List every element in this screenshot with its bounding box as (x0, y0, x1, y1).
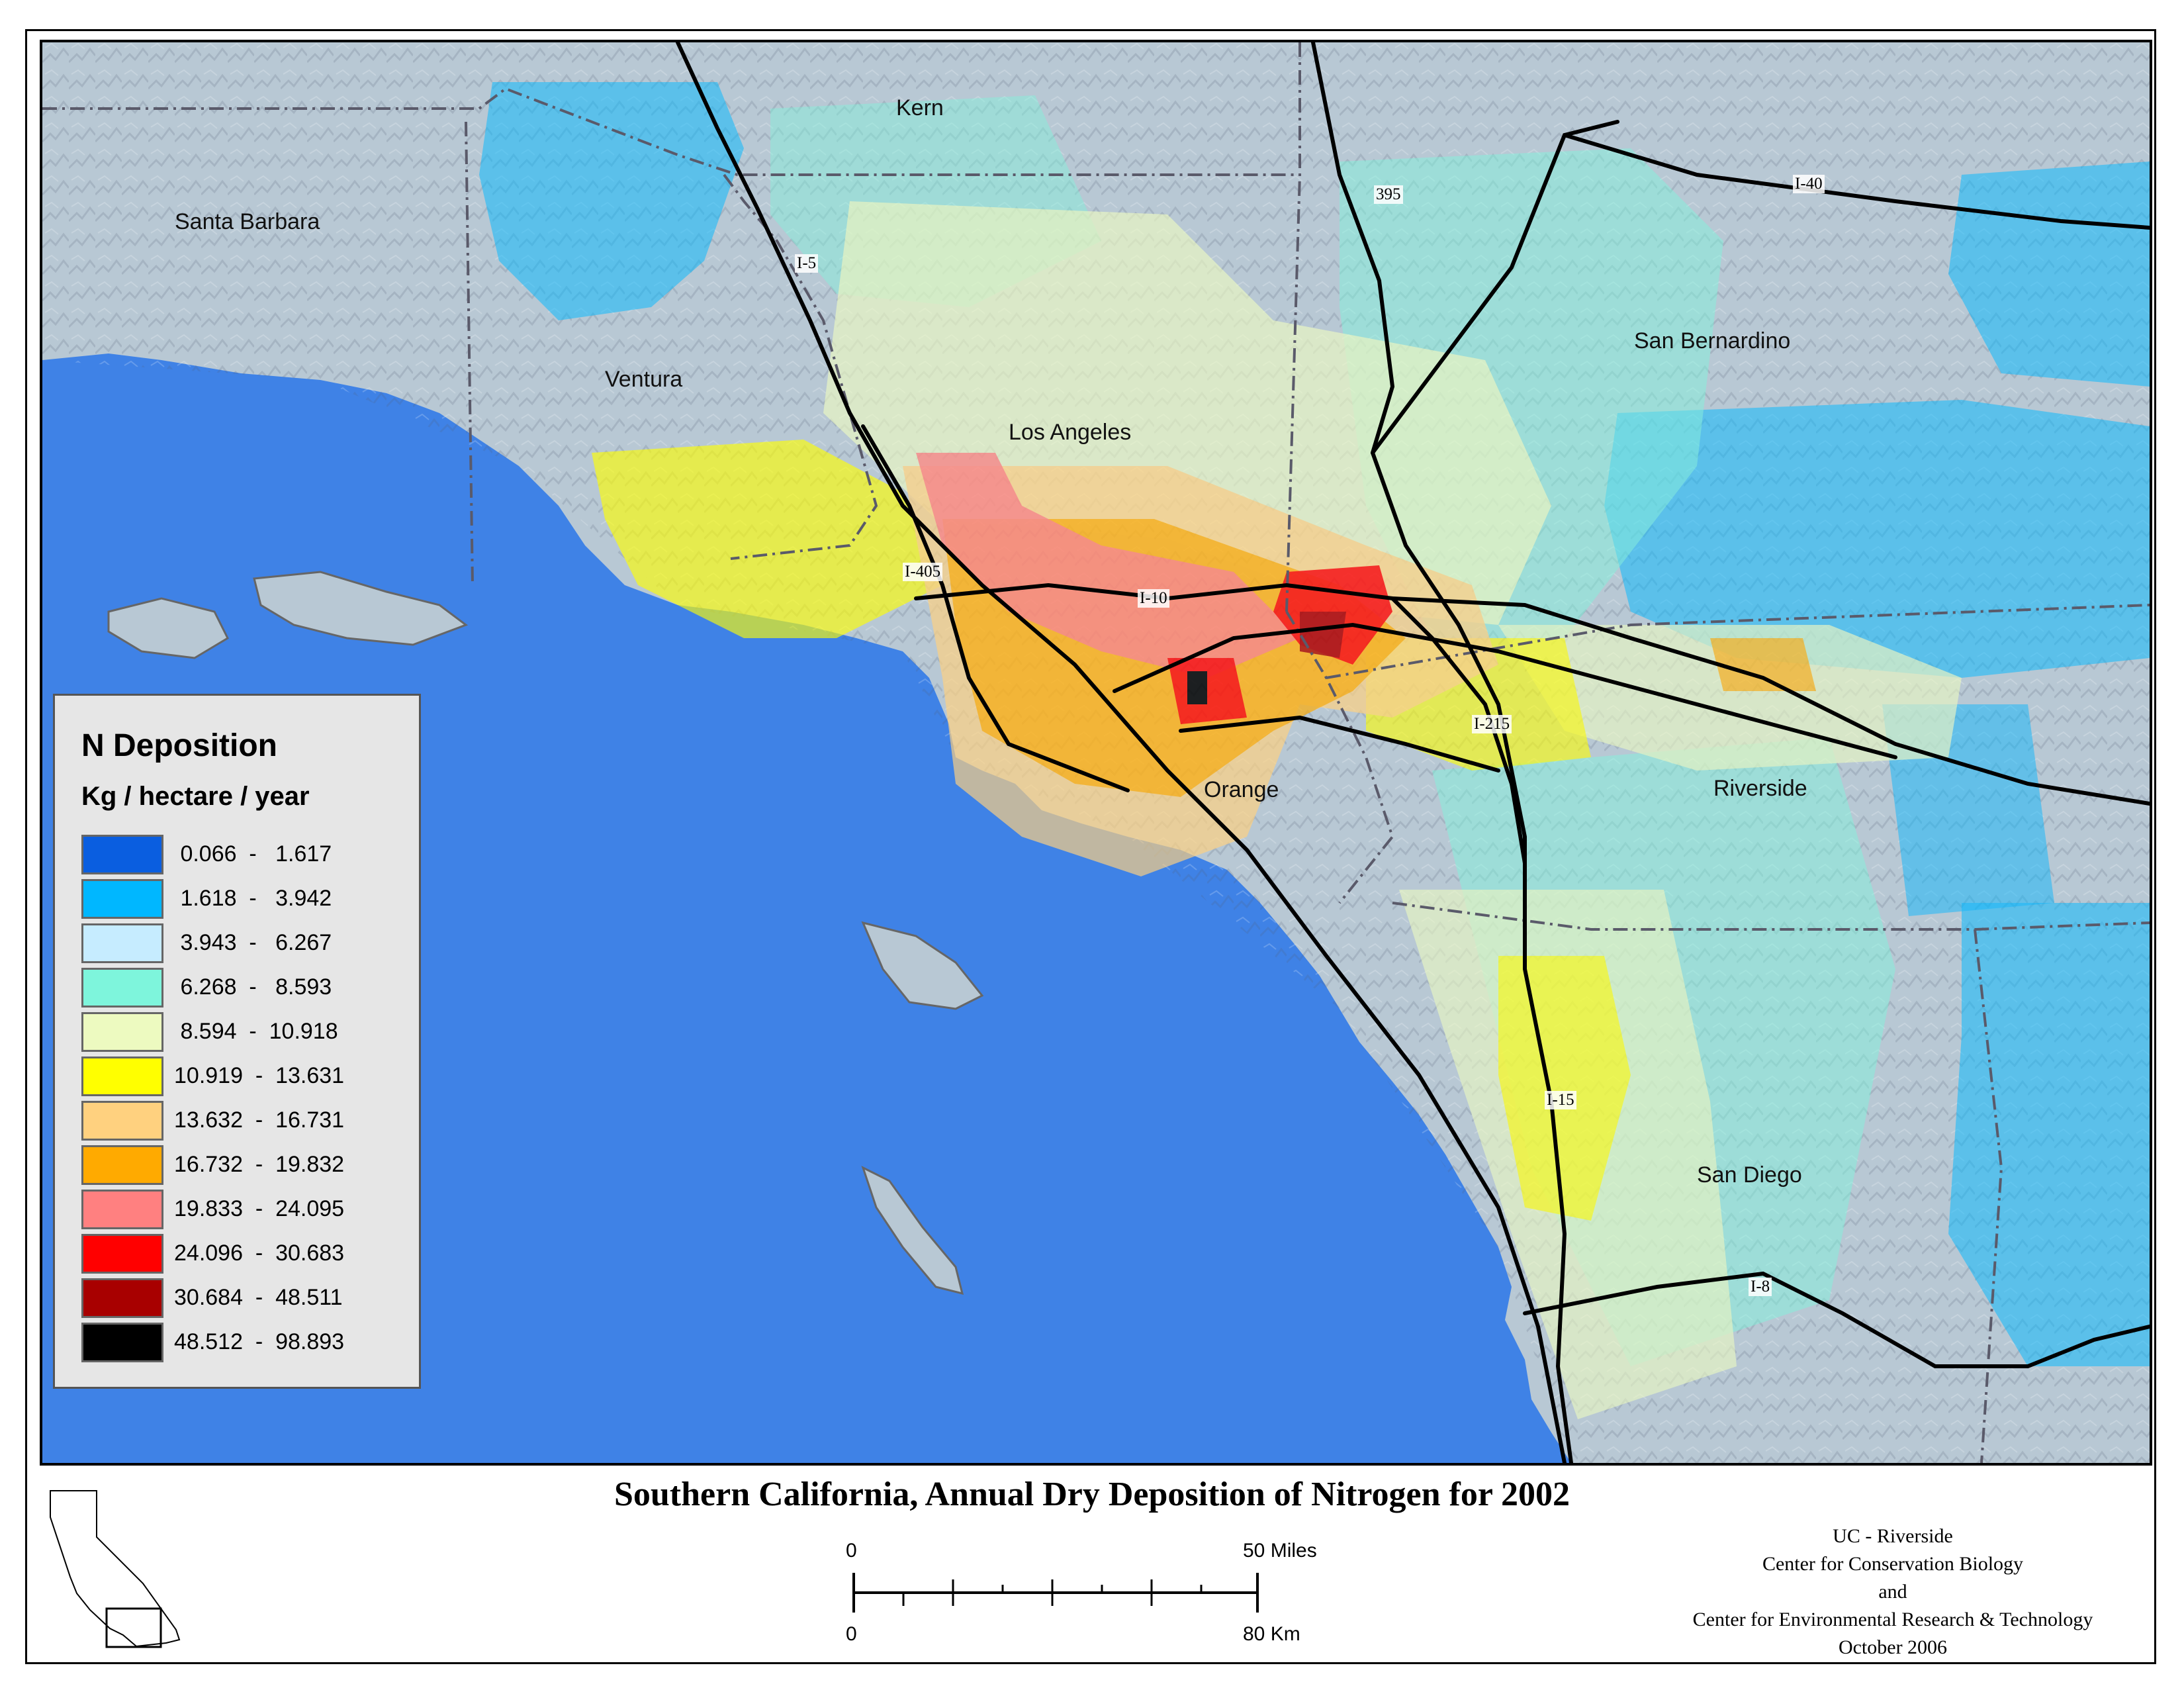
legend-units: Kg / hectare / year (81, 782, 310, 811)
legend-title: N Deposition (81, 728, 277, 763)
county-label-san-diego: San Diego (1697, 1162, 1802, 1188)
i405-route (861, 424, 1130, 792)
legend-range-label: 24.096 - 30.683 (174, 1241, 345, 1266)
legend-swatch (81, 1101, 163, 1141)
i40-route (1563, 133, 2150, 230)
county-label-kern: Kern (896, 95, 944, 120)
legend-range-label: 10.919 - 13.631 (174, 1063, 345, 1088)
i15-upper-route (1371, 120, 1619, 455)
scale-km-max: 80 Km (1243, 1623, 1300, 1645)
legend-range-label: 1.618 - 3.942 (174, 886, 332, 911)
highway-label-i15: I-15 (1545, 1091, 1576, 1109)
legend-class-row: 10.919 - 13.631 (81, 1056, 412, 1100)
island-santa-cruz (253, 571, 469, 646)
i5-route (676, 42, 1567, 1463)
highway-label-i5: I-5 (795, 254, 819, 273)
scale-km-zero: 0 (846, 1623, 857, 1645)
us395-route (1311, 42, 1395, 455)
credit-line: Center for Conservation Biology (1762, 1553, 2024, 1575)
legend-swatch (81, 879, 163, 919)
credits: UC - Riverside Center for Conservation B… (1641, 1523, 2144, 1662)
legend-range-label: 8.594 - 10.918 (174, 1019, 338, 1044)
i8-route (1523, 1271, 2150, 1368)
sr60-route (1113, 622, 1897, 759)
legend-class-row: 8.594 - 10.918 (81, 1012, 412, 1056)
legend-class-row: 30.684 - 48.511 (81, 1278, 412, 1322)
legend-swatch (81, 1234, 163, 1274)
page-frame (25, 29, 2156, 1664)
credit-line: October 2006 (1838, 1636, 1948, 1658)
legend-range-label: 48.512 - 98.893 (174, 1329, 345, 1354)
scale-miles-zero: 0 (846, 1540, 857, 1562)
legend: N Deposition Kg / hectare / year 0.066 -… (53, 694, 421, 1389)
map-title: Southern California, Annual Dry Depositi… (614, 1476, 1570, 1513)
county-label-orange: Orange (1204, 777, 1279, 802)
legend-class-row: 13.632 - 16.731 (81, 1101, 412, 1145)
legend-swatch (81, 1056, 163, 1096)
credit-line: UC - Riverside (1833, 1525, 1953, 1547)
island-santa-rosa (107, 597, 229, 659)
scale-miles-max: 50 Miles (1243, 1540, 1317, 1562)
credit-line: Center for Environmental Research & Tech… (1692, 1609, 2093, 1630)
legend-range-label: 6.268 - 8.593 (174, 974, 332, 1000)
legend-swatch (81, 1190, 163, 1229)
county-label-ventura: Ventura (605, 367, 683, 392)
legend-range-label: 16.732 - 19.832 (174, 1152, 345, 1177)
california-outline (50, 1490, 181, 1648)
county-label-los-angeles: Los Angeles (1009, 420, 1132, 445)
legend-range-label: 13.632 - 16.731 (174, 1107, 345, 1133)
legend-class-row: 0.066 - 1.617 (81, 835, 412, 878)
legend-range-label: 30.684 - 48.511 (174, 1285, 343, 1310)
credit-line: and (1878, 1581, 1907, 1603)
deposition-zones (479, 82, 2150, 1419)
california-inset-map (50, 1490, 181, 1648)
highway-label-395: 395 (1374, 185, 1403, 204)
legend-range-label: 19.833 - 24.095 (174, 1196, 345, 1221)
highway-label-i405: I-405 (903, 563, 943, 581)
legend-swatch (81, 1012, 163, 1052)
legend-class-row: 1.618 - 3.942 (81, 879, 412, 923)
legend-swatch (81, 1323, 163, 1362)
scale-bar (852, 1573, 1259, 1613)
legend-range-label: 0.066 - 1.617 (174, 841, 332, 867)
legend-class-row: 6.268 - 8.593 (81, 968, 412, 1011)
legend-class-row: 24.096 - 30.683 (81, 1234, 412, 1278)
highway-label-i10: I-10 (1138, 589, 1169, 608)
island-san-clemente (861, 1166, 964, 1295)
i15-route (1371, 451, 1573, 1463)
legend-class-row: 3.943 - 6.267 (81, 923, 412, 967)
legend-class-row: 19.833 - 24.095 (81, 1190, 412, 1233)
highway-label-i215: I-215 (1472, 715, 1512, 733)
highway-label-i40: I-40 (1793, 175, 1825, 193)
i10-route (914, 583, 2150, 806)
highways (676, 42, 2150, 1463)
county-label-riverside: Riverside (1713, 776, 1807, 801)
legend-swatch (81, 968, 163, 1008)
legend-swatch (81, 1278, 163, 1318)
county-label-san-bernardino: San Bernardino (1634, 328, 1791, 353)
legend-swatch (81, 923, 163, 963)
legend-swatch (81, 835, 163, 874)
i215-route (1390, 596, 1527, 865)
county-label-santa-barbara: Santa Barbara (175, 209, 320, 234)
sr91-route (1179, 715, 1500, 773)
legend-range-label: 3.943 - 6.267 (174, 930, 332, 955)
study-area-box (105, 1607, 162, 1648)
legend-swatch (81, 1145, 163, 1185)
legend-class-row: 16.732 - 19.832 (81, 1145, 412, 1189)
island-catalina (861, 921, 984, 1010)
legend-class-row: 48.512 - 98.893 (81, 1323, 412, 1366)
highway-label-i8: I-8 (1749, 1278, 1772, 1296)
